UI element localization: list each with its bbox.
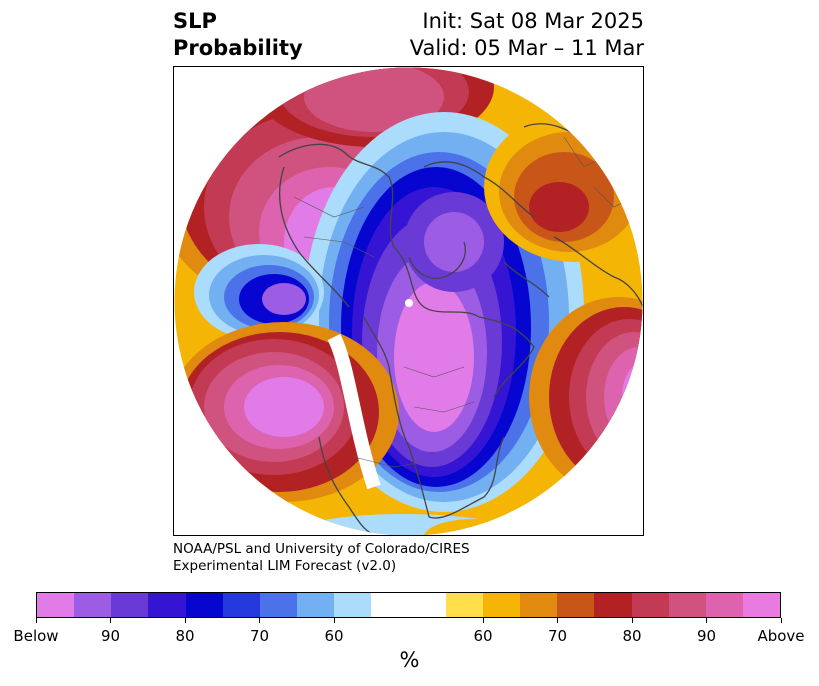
- colorbar-swatch: [668, 593, 706, 617]
- colorbar-tick-label: 60: [473, 627, 493, 645]
- valid-range: Valid: 05 Mar – 11 Mar: [409, 36, 644, 60]
- colorbar-swatch: [111, 593, 149, 617]
- colorbar-swatch: [557, 593, 595, 617]
- colorbar-swatch: [371, 593, 409, 617]
- colorbar-swatch: [482, 593, 521, 617]
- map-title: SLP Probability: [173, 9, 303, 60]
- colorbar-swatch: [520, 593, 558, 617]
- colorbar-swatch: [37, 593, 75, 617]
- credit-text: NOAA/PSL and University of Colorado/CIRE…: [173, 541, 470, 575]
- colorbar-swatch: [222, 593, 260, 617]
- colorbar-swatch: [408, 593, 446, 617]
- colorbar-swatch: [594, 593, 632, 617]
- coastlines: [278, 123, 643, 535]
- colorbar-tick: [780, 618, 782, 623]
- colorbar-ticks: Below 90 80 70 60 60 70 80 90 Above: [13, 618, 805, 648]
- colorbar-tick-label: 90: [100, 627, 121, 645]
- colorbar-tick-label: 90: [696, 627, 717, 645]
- credit-line-2: Experimental LIM Forecast (v2.0): [173, 558, 397, 574]
- credit-line-1: NOAA/PSL and University of Colorado/CIRE…: [173, 541, 470, 557]
- north-pole-marker: [405, 299, 413, 307]
- probability-map: [173, 66, 644, 536]
- probability-field: [174, 67, 643, 535]
- colorbar: [36, 592, 781, 618]
- colorbar-tick: [706, 618, 707, 623]
- colorbar-tick-label: Below: [13, 627, 59, 645]
- colorbar-swatch: [631, 593, 669, 617]
- colorbar-swatch: [705, 593, 743, 617]
- colorbar-swatch: [445, 593, 483, 617]
- colorbar-tick-label: 80: [175, 627, 195, 645]
- colorbar-tick: [333, 618, 335, 623]
- colorbar-tick-label: 60: [324, 627, 344, 645]
- colorbar-tick: [110, 618, 111, 623]
- colorbar-tick: [184, 618, 186, 623]
- colorbar-swatch: [297, 593, 335, 617]
- colorbar-tick: [482, 618, 484, 623]
- colorbar-swatch: [742, 593, 781, 617]
- colorbar-tick: [259, 618, 260, 623]
- init-date: Init: Sat 08 Mar 2025: [422, 9, 644, 33]
- colorbar-swatch: [334, 593, 372, 617]
- colorbar-swatch: [148, 593, 186, 617]
- colorbar-tick-label: 70: [547, 627, 568, 645]
- colorbar-tick-label: 70: [249, 627, 270, 645]
- colorbar-unit: %: [399, 648, 420, 672]
- forecast-dates: Init: Sat 08 Mar 2025 Valid: 05 Mar – 11…: [410, 8, 644, 62]
- colorbar-tick: [631, 618, 633, 623]
- polar-map-svg: [174, 67, 643, 535]
- colorbar-tick-label: 80: [622, 627, 642, 645]
- colorbar-tick: [557, 618, 558, 623]
- colorbar-swatch: [259, 593, 298, 617]
- colorbar-swatch: [185, 593, 223, 617]
- colorbar-tick-label: Above: [757, 627, 805, 645]
- negative-anomaly-west: [194, 244, 324, 340]
- colorbar-tick: [35, 618, 37, 623]
- colorbar-swatch: [74, 593, 112, 617]
- neutral-band: [327, 333, 381, 490]
